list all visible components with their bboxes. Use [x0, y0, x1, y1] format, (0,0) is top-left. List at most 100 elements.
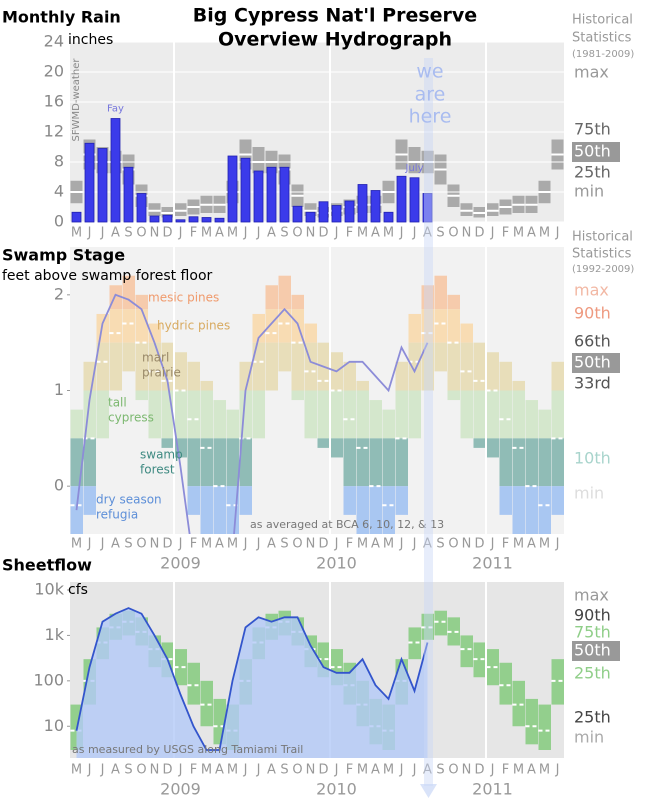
x-tick-label: S [436, 537, 444, 552]
stat-band [187, 390, 200, 439]
stat-box [148, 203, 161, 216]
x-tick-label: J [100, 226, 105, 241]
zone-label: hydric pines [157, 319, 230, 333]
x-tick-label: A [423, 537, 432, 552]
stat-band [408, 313, 421, 343]
stat-band [473, 642, 486, 678]
x-tick-label: M [513, 226, 524, 241]
stat-band [525, 486, 538, 534]
stat-band [538, 409, 551, 439]
bar [201, 217, 212, 223]
x-tick-label: M [357, 763, 368, 778]
x-tick-label: F [190, 763, 197, 778]
zone-label: cypress [108, 411, 154, 425]
x-tick-label: A [111, 537, 120, 552]
x-tick-label: F [502, 763, 509, 778]
bar [409, 177, 420, 223]
stat-band [213, 486, 226, 534]
x-tick-label: S [124, 537, 132, 552]
bar [214, 217, 225, 223]
stat-band [499, 361, 512, 391]
stats-label: 25th [574, 708, 611, 727]
stat-band [395, 390, 408, 439]
stat-band [499, 390, 512, 439]
stat-band [265, 285, 278, 310]
stat-band [70, 409, 83, 439]
stat-band [96, 313, 109, 343]
stat-band [434, 275, 447, 310]
stat-band [512, 438, 525, 487]
x-tick-label: J [490, 763, 495, 778]
stat-band [330, 438, 343, 458]
x-tick-label: J [399, 537, 404, 552]
stat-band [135, 294, 148, 310]
x-tick-label: O [136, 537, 146, 552]
stat-band [486, 390, 499, 439]
stat-band [174, 390, 187, 439]
zone-label: dry season [96, 493, 162, 507]
bar [188, 216, 199, 223]
stat-band [447, 617, 460, 646]
x-tick-label: F [346, 226, 353, 241]
x-tick-label: J [87, 763, 92, 778]
stat-band [122, 342, 135, 372]
stat-band [265, 342, 278, 391]
stat-band [96, 390, 109, 439]
x-tick-label: D [318, 537, 328, 552]
stat-band [200, 380, 213, 391]
x-tick-label: A [371, 537, 380, 552]
bar [305, 211, 316, 223]
x-tick-label: M [539, 537, 550, 552]
stat-band [395, 438, 408, 487]
stat-band [278, 309, 291, 343]
chart-title: Sheetflow [2, 556, 92, 575]
x-tick-label: J [334, 537, 339, 552]
stat-band [538, 486, 551, 534]
stat-band [369, 486, 382, 534]
stat-band [148, 390, 161, 439]
legend-box [572, 353, 620, 373]
x-tick-label: A [423, 763, 432, 778]
stat-band [83, 486, 96, 515]
stat-band [304, 323, 317, 343]
stat-band [499, 486, 512, 515]
x-tick-label: D [162, 537, 172, 552]
stat-band [408, 627, 421, 660]
x-tick-label: J [243, 226, 248, 241]
stats-label: 66th [574, 332, 611, 351]
x-tick-label: A [371, 763, 380, 778]
x-tick-label: D [474, 226, 484, 241]
x-tick-label: M [539, 226, 550, 241]
here-arrow [420, 784, 437, 798]
bar [422, 193, 433, 223]
stat-band [538, 704, 551, 751]
y-axis-label: feet above swamp forest floor [2, 268, 213, 284]
x-tick-label: N [462, 537, 472, 552]
year-label: 2011 [472, 780, 513, 799]
stats-title: Historical [572, 13, 633, 28]
x-tick-label: M [227, 226, 238, 241]
stat-band [395, 361, 408, 391]
stat-band [408, 342, 421, 391]
stat-band [200, 438, 213, 487]
bar [240, 157, 251, 223]
stat-band [369, 400, 382, 439]
stat-band [473, 390, 486, 439]
x-tick-label: J [399, 763, 404, 778]
x-tick-label: O [448, 763, 458, 778]
stat-band [109, 309, 122, 343]
stat-band [265, 309, 278, 343]
bar [84, 142, 95, 223]
stat-band [499, 662, 512, 705]
stats-label: min [574, 484, 604, 503]
stat-band [291, 342, 304, 391]
stat-band [512, 680, 525, 727]
stat-band [317, 438, 330, 448]
stat-band [83, 438, 96, 487]
stats-title: Historical [572, 230, 633, 245]
stat-band [187, 438, 200, 487]
zone-label: tall [108, 396, 127, 410]
stat-band [551, 659, 564, 705]
stat-box [408, 147, 421, 174]
stat-band [187, 662, 200, 705]
